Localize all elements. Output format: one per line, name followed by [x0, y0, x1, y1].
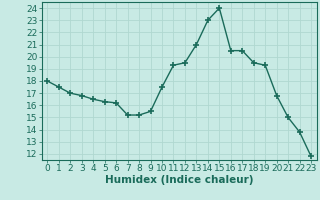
X-axis label: Humidex (Indice chaleur): Humidex (Indice chaleur) — [105, 175, 253, 185]
